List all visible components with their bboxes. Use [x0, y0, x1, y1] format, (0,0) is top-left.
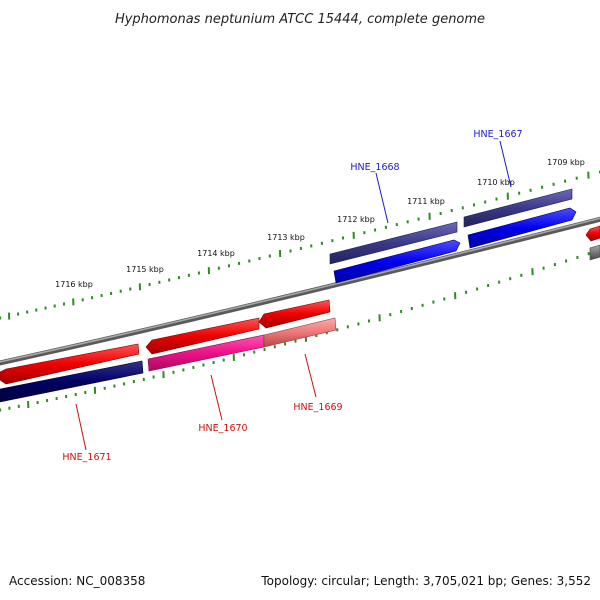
- callout-line-hne-1667: [499, 140, 512, 188]
- scale-label: 1713 kbp: [267, 233, 305, 242]
- cds-arrow-hne-1671[interactable]: [0, 343, 140, 385]
- scale-label: 1715 kbp: [126, 265, 164, 274]
- callout-line-hne-1668: [375, 172, 389, 224]
- gene-feature-hne-1668[interactable]: [329, 221, 458, 265]
- scale-label: 1712 kbp: [337, 215, 375, 224]
- forward-cds-track: [333, 207, 577, 284]
- cds-arrow-hne-1669[interactable]: [258, 299, 331, 329]
- gene-label-hne-1671[interactable]: HNE_1671: [62, 452, 111, 463]
- genome-backbone: [0, 216, 600, 366]
- scale-label: 1709 kbp: [547, 158, 585, 167]
- gene-feature-partial-right[interactable]: [589, 244, 600, 261]
- gene-labels: HNE_1667 HNE_1668 HNE_1669 HNE_1670 HNE_…: [62, 129, 522, 463]
- scale-label: 1710 kbp: [477, 178, 515, 187]
- gene-feature-hne-1669[interactable]: [263, 317, 337, 348]
- forward-gene-track: [329, 188, 573, 265]
- accession-text: Accession: NC_008358: [9, 574, 146, 588]
- scale-label: 1716 kbp: [55, 280, 93, 289]
- reverse-cds-track: [0, 299, 331, 385]
- scale-ruler-inner: [0, 248, 600, 412]
- cds-arrow-hne-1667[interactable]: [467, 207, 577, 249]
- scale-label: 1714 kbp: [197, 249, 235, 258]
- scale-label: 1711 kbp: [407, 197, 445, 206]
- gene-label-hne-1667[interactable]: HNE_1667: [473, 129, 522, 140]
- gene-feature-hne-1671[interactable]: [0, 360, 144, 403]
- callout-line-hne-1671: [75, 403, 87, 451]
- callout-line-hne-1669: [304, 353, 317, 398]
- map-title: Hyphomonas neptunium ATCC 15444, complet…: [115, 12, 485, 27]
- gene-callouts: [75, 140, 512, 451]
- scale-ruler-outer: [0, 170, 600, 320]
- cds-arrow-partial-right[interactable]: [585, 225, 600, 242]
- callout-line-hne-1670: [210, 374, 223, 421]
- gene-feature-hne-1667[interactable]: [463, 188, 573, 228]
- gene-label-hne-1670[interactable]: HNE_1670: [198, 423, 247, 434]
- cds-arrow-hne-1670[interactable]: [145, 317, 260, 355]
- scale-labels: 1716 kbp 1715 kbp 1714 kbp 1713 kbp 1712…: [55, 158, 585, 289]
- genome-summary-text: Topology: circular; Length: 3,705,021 bp…: [261, 574, 591, 588]
- cds-arrow-hne-1668[interactable]: [333, 239, 461, 284]
- gene-label-hne-1668[interactable]: HNE_1668: [350, 162, 399, 173]
- gene-label-hne-1669[interactable]: HNE_1669: [293, 402, 342, 413]
- reverse-gene-track: [0, 317, 337, 403]
